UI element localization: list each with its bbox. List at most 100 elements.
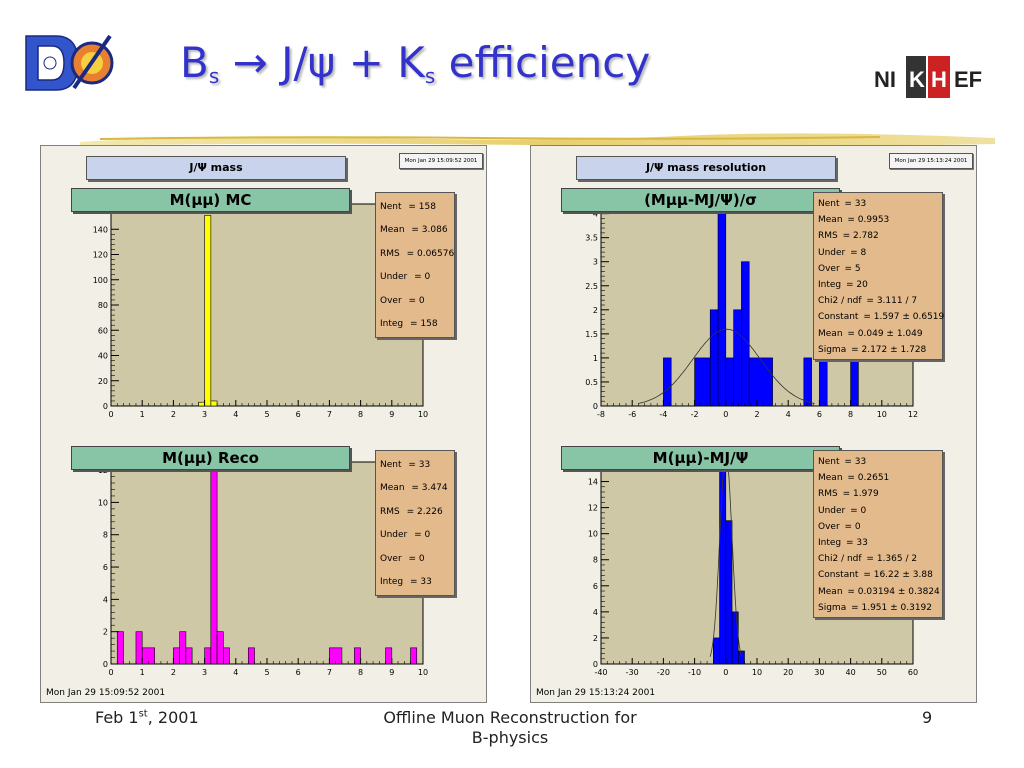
page-number: 9 [922, 708, 933, 727]
stats-key: RMS [818, 231, 838, 242]
y-tick-label: 4 [593, 210, 598, 219]
y-tick-label: 3.5 [585, 234, 598, 243]
stats-row: Constant = 16.22 ± 3.88 [818, 567, 938, 583]
y-tick-label: 1 [593, 354, 598, 363]
y-tick-label: 2.5 [585, 282, 598, 291]
y-tick-label: 1.5 [585, 330, 598, 339]
stats-value: = 3.111 / 7 [863, 296, 918, 307]
x-tick-label: 0 [723, 410, 728, 419]
stats-key: Mean [818, 586, 843, 597]
x-tick-label: 40 [846, 668, 856, 677]
stats-box: Nent = 33 Mean = 3.474 RMS = 2.226 Under = … [375, 450, 455, 597]
stats-row: RMS = 2.782 [818, 228, 938, 244]
x-tick-label: 3 [202, 410, 207, 419]
y-tick-label: 8 [103, 531, 108, 540]
stats-key: Sigma [818, 344, 847, 355]
stats-key: RMS [380, 506, 400, 517]
x-tick-label: -20 [657, 668, 670, 677]
stats-value: = 33 [841, 199, 867, 209]
histogram-bin [135, 631, 143, 665]
stats-key: RMS [818, 489, 838, 500]
histogram-mmu-mc: 0 1 2 3 4 5 6 7 8 9 10 0 20 40 60 80 100 120 140 M(μμ) MC Ne… [41, 186, 488, 436]
stats-row: Mean = 3.474 [380, 477, 450, 500]
x-tick-label: 10 [752, 668, 762, 677]
y-tick-label: 20 [98, 377, 108, 386]
stats-box: Nent = 33 Mean = 0.2651 RMS = 1.979 Under =… [813, 450, 943, 618]
histogram-title: M(μμ) Reco [71, 446, 350, 470]
x-tick-label: 30 [814, 668, 824, 677]
stats-key: Constant [818, 312, 859, 323]
x-tick-label: 7 [327, 668, 332, 677]
histogram-bin [204, 647, 212, 665]
histogram-bin [741, 261, 750, 407]
x-tick-label: 10 [877, 410, 887, 419]
title-part: B [180, 38, 209, 87]
stats-key: Nent [380, 202, 402, 212]
pad-title: J/Ψ mass [86, 156, 346, 180]
stats-value: = 0 [847, 505, 867, 516]
histogram-bin [737, 650, 745, 665]
x-tick-label: -10 [688, 668, 701, 677]
stats-value: = 2.782 [839, 231, 879, 242]
histogram-bin [725, 520, 733, 665]
footer-title: Offline Muon Reconstruction for B-physics [360, 708, 660, 748]
stats-row: Under = 0 [380, 266, 450, 289]
stats-row: RMS = 1.979 [818, 486, 938, 502]
stats-value: = 0.049 ± 1.049 [844, 328, 923, 339]
canvas-jpsi-mass-resolution: J/Ψ mass resolution Mon Jan 29 15:13:24 … [530, 145, 977, 703]
y-tick-label: 12 [588, 504, 598, 513]
title-part: efficiency [435, 38, 651, 87]
date-box: Mon Jan 29 15:13:24 2001 [889, 153, 973, 169]
stats-row: Integ = 20 [818, 277, 938, 293]
histogram-title: M(μμ)-MJ/Ψ [561, 446, 840, 470]
title-sub: s [424, 64, 436, 88]
stats-key: Integ [818, 537, 842, 548]
x-tick-label: 0 [108, 410, 113, 419]
stats-value: = 33 [841, 457, 867, 467]
histogram-bin [713, 637, 720, 665]
x-tick-label: 5 [264, 668, 269, 677]
stats-value: = 1.365 / 2 [863, 554, 918, 565]
x-tick-label: 3 [202, 668, 207, 677]
y-tick-label: 0 [103, 660, 108, 669]
stats-row: Under = 0 [818, 503, 938, 519]
canvas-footer-date: Mon Jan 29 15:13:24 2001 [536, 688, 656, 698]
stats-value: = 1.979 [839, 489, 879, 500]
x-tick-label: 4 [786, 410, 791, 419]
stats-value: = 0 [411, 272, 431, 283]
stats-row: Over = 0 [818, 519, 938, 535]
y-tick-label: 0 [593, 402, 598, 411]
histogram-bin [223, 647, 230, 665]
x-tick-label: -8 [597, 410, 605, 419]
stats-row: Over = 0 [380, 290, 450, 313]
logo-text-ni: NI [874, 67, 896, 92]
stats-key: Nent [818, 199, 840, 209]
x-tick-label: 9 [389, 668, 394, 677]
x-tick-label: 0 [723, 668, 728, 677]
stats-row: Integ = 158 [380, 313, 450, 336]
x-tick-label: -4 [659, 410, 667, 419]
stats-value: = 33 [405, 460, 431, 470]
stats-row: Nent = 158 [380, 196, 450, 219]
stats-key: Integ [380, 318, 404, 329]
histogram-mmu-reco: 0 1 2 3 4 5 6 7 8 9 10 0 2 4 6 8 10 12 M(μμ) Reco Nent = 33… [41, 444, 488, 694]
histogram-bin [748, 357, 773, 407]
stats-row: RMS = 0.06576 [380, 243, 454, 266]
x-tick-label: 8 [848, 410, 853, 419]
footer-date-tail: , 2001 [147, 708, 199, 727]
x-tick-label: 10 [418, 410, 428, 419]
y-tick-label: 80 [98, 301, 108, 310]
histogram-bin [179, 631, 187, 665]
y-tick-label: 120 [93, 251, 108, 260]
title-sub: s [208, 64, 220, 88]
stats-box: Nent = 33 Mean = 0.9953 RMS = 2.782 Under =… [813, 192, 944, 360]
histogram-bin [709, 309, 719, 407]
histogram-bin [803, 357, 812, 407]
stats-key: Chi2 / ndf [818, 554, 862, 565]
y-tick-label: 3 [593, 258, 598, 267]
stats-value: = 158 [405, 202, 436, 212]
x-tick-label: 4 [233, 668, 238, 677]
y-tick-label: 0 [103, 402, 108, 411]
histogram-bin [694, 357, 711, 407]
